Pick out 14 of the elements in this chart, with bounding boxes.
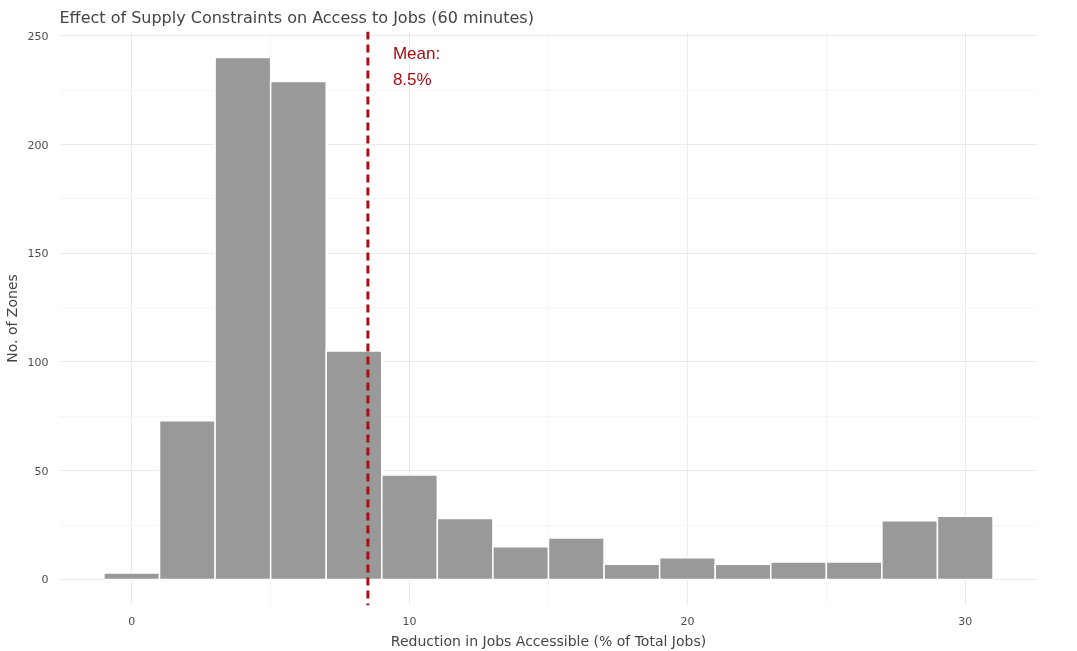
y-tick-label: 100 bbox=[27, 355, 49, 369]
x-tick-label: 10 bbox=[402, 614, 417, 628]
x-tick-label: 0 bbox=[128, 614, 136, 628]
x-tick-label: 20 bbox=[680, 614, 695, 628]
y-tick-label: 50 bbox=[34, 464, 49, 478]
ref-line-label: Mean: 8.5% bbox=[392, 43, 441, 90]
y-tick-label: 200 bbox=[27, 138, 49, 152]
y-tick-label: 150 bbox=[27, 247, 49, 261]
x-tick-label: 30 bbox=[958, 614, 973, 628]
y-tick-label: 250 bbox=[27, 29, 49, 43]
chart-title: Effect of Supply Constraints on Access to Jobs (60 minutes) bbox=[59, 7, 534, 27]
x-axis-title: Reduction in Jobs Accessible (% of Total Jobs) bbox=[390, 632, 707, 649]
y-axis-title: No. of Zones bbox=[3, 274, 20, 363]
y-tick-label: 0 bbox=[41, 573, 49, 587]
